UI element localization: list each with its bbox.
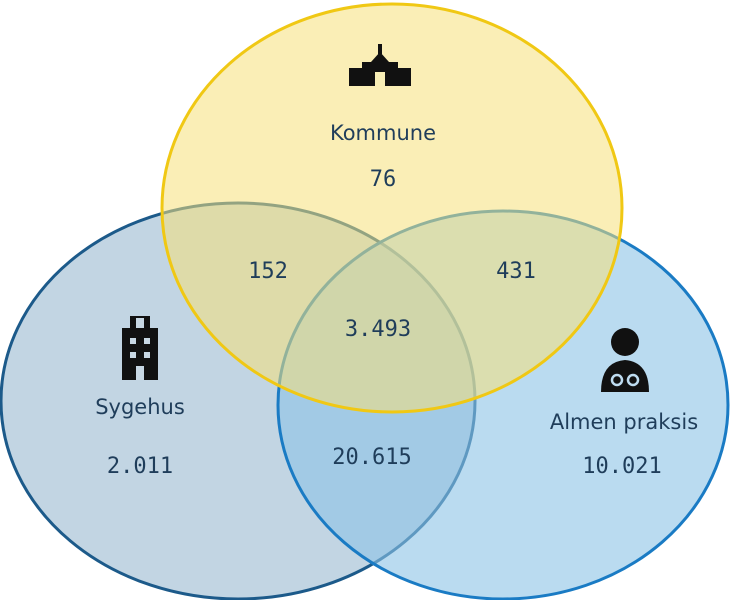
intersection-value: 20.615	[332, 445, 411, 470]
intersection-value: 3.493	[345, 317, 411, 342]
set-value: 2.011	[107, 454, 173, 479]
kommune-icon	[349, 44, 411, 86]
intersection-value: 431	[496, 259, 536, 284]
sygehus-icon	[122, 316, 158, 380]
set-value: 10.021	[582, 454, 661, 479]
set-label: Kommune	[330, 121, 436, 145]
set-label: Sygehus	[95, 395, 185, 419]
almen-praksis-icon	[601, 328, 649, 392]
set-label: Almen praksis	[550, 410, 698, 434]
kommune-circle	[160, 2, 624, 414]
set-value: 76	[370, 167, 397, 192]
intersection-value: 152	[248, 259, 288, 284]
